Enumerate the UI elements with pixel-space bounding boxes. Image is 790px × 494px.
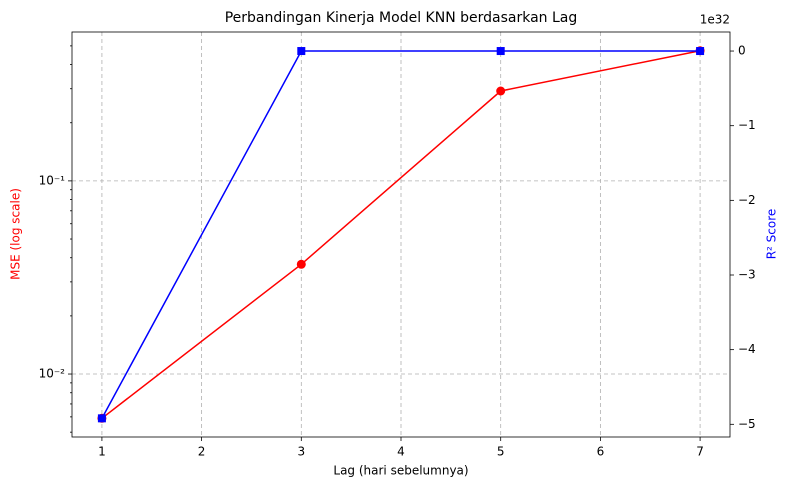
point bbox=[297, 47, 306, 56]
y2-tick-label: −1 bbox=[738, 118, 756, 132]
chart-title: Perbandingan Kinerja Model KNN berdasark… bbox=[225, 10, 578, 26]
x-tick-label: 4 bbox=[397, 445, 405, 459]
x-tick-label: 7 bbox=[696, 445, 704, 459]
point bbox=[496, 86, 506, 96]
x-tick-label: 2 bbox=[198, 445, 206, 459]
x-axis-label: Lag (hari sebelumnya) bbox=[333, 464, 468, 478]
point bbox=[496, 47, 505, 56]
x-tick-label: 6 bbox=[597, 445, 605, 459]
y2-offset-label: 1e32 bbox=[700, 13, 730, 27]
y-tick-label: 10⁻² bbox=[39, 367, 66, 381]
y2-tick-label: −4 bbox=[738, 342, 756, 356]
y2-tick-label: −2 bbox=[738, 193, 756, 207]
y-tick-label: 10⁻¹ bbox=[39, 173, 66, 187]
series-line bbox=[101, 49, 701, 419]
point bbox=[296, 259, 306, 269]
plot-frame bbox=[71, 31, 731, 438]
y2-tick-label: −3 bbox=[738, 268, 756, 282]
y2-tick-label: −5 bbox=[738, 417, 756, 431]
x-tick-label: 3 bbox=[297, 445, 305, 459]
point bbox=[97, 414, 106, 423]
y2-tick-label: 0 bbox=[738, 44, 746, 58]
y2-axis-label: R² Score bbox=[765, 209, 779, 260]
series-line bbox=[101, 50, 701, 419]
y-axis-label: MSE (log scale) bbox=[9, 188, 23, 280]
point bbox=[696, 47, 705, 56]
x-tick-label: 5 bbox=[497, 445, 505, 459]
x-tick-label: 1 bbox=[98, 445, 106, 459]
